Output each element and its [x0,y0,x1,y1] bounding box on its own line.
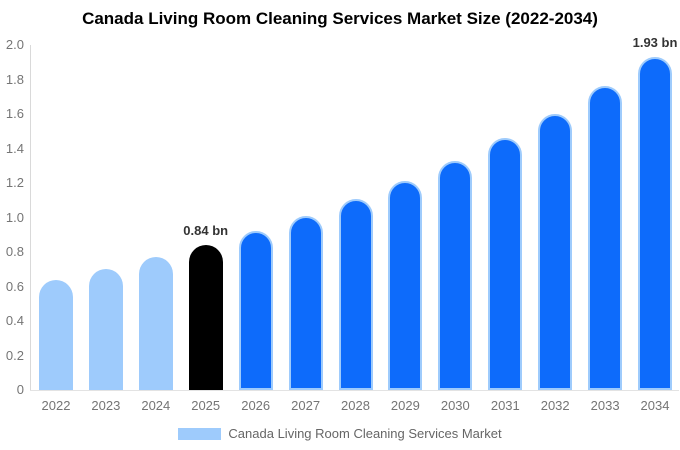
y-tick-label: 0.4 [5,313,24,328]
bar-2022[interactable] [39,279,73,390]
x-tick-label: 2028 [341,398,370,413]
bar-2023[interactable] [88,269,123,390]
x-tick-label: 2025 [191,398,221,413]
bar-2025[interactable] [188,245,223,390]
x-tick-label: 2034 [640,398,670,413]
bar-2024[interactable] [138,257,173,390]
x-tick-label: 2032 [540,398,570,413]
x-tick-label: 2026 [241,398,271,413]
bar-2034[interactable] [638,57,672,390]
y-tick-label: 1.6 [5,106,24,121]
bar-2028[interactable] [338,198,373,390]
bar-2031[interactable] [488,138,523,390]
legend-item[interactable]: Canada Living Room Cleaning Services Mar… [0,426,680,441]
x-tick-label: 2023 [91,398,121,413]
bar-2032[interactable] [538,114,573,390]
y-tick-label: 2.0 [5,37,24,52]
bar-2027[interactable] [288,215,323,390]
value-label-2025: 0.84 bn [183,223,229,239]
x-axis-line [30,390,679,391]
x-tick-label: 2022 [41,398,71,413]
x-tick-label: 2029 [390,398,420,413]
x-tick-label: 2031 [490,398,520,413]
legend-label: Canada Living Room Cleaning Services Mar… [228,426,502,441]
bar-2026[interactable] [238,231,273,390]
bar-2029[interactable] [388,181,423,390]
y-tick-label: 0 [16,382,24,397]
y-tick-label: 0.6 [5,278,24,294]
bar-2033[interactable] [588,86,623,390]
x-tick-label: 2033 [590,398,620,413]
y-tick-label: 0.2 [5,347,24,363]
y-tick-label: 1.0 [5,209,24,225]
x-tick-label: 2024 [141,398,171,413]
bar-2030[interactable] [438,160,473,390]
chart-title: Canada Living Room Cleaning Services Mar… [82,9,598,28]
x-tick-label: 2027 [291,398,321,413]
value-label-2034: 1.93 bn [632,35,678,51]
y-tick-label: 1.2 [5,175,24,190]
x-tick-label: 2030 [440,398,470,413]
legend-swatch-icon [178,427,222,440]
y-tick-label: 1.8 [5,71,24,87]
y-axis-line [30,45,31,390]
y-tick-label: 1.4 [5,140,24,156]
y-tick-label: 0.8 [5,244,24,259]
